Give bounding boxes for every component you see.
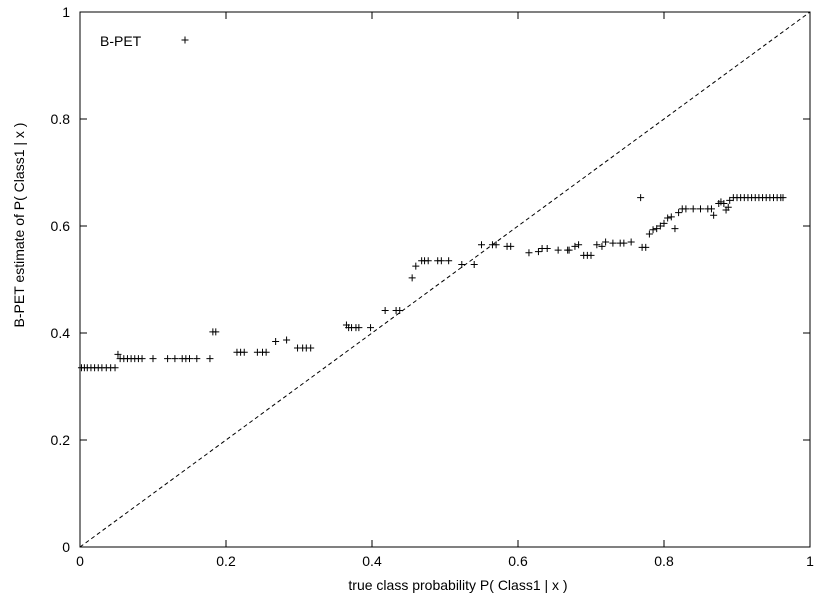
data-point (575, 241, 583, 249)
data-point (627, 238, 635, 246)
ticks: 0 0.2 0.4 0.6 0.8 1 0 0.2 0.4 0.6 0.8 1 (51, 4, 815, 569)
data-point (164, 355, 172, 363)
data-point (720, 200, 728, 208)
data-point (396, 307, 404, 315)
data-point (478, 241, 485, 249)
data-point (667, 213, 675, 221)
y-tick-label: 0.4 (51, 325, 71, 341)
data-point (689, 205, 697, 213)
data-point (717, 198, 725, 206)
data-point (609, 239, 617, 247)
data-point (458, 261, 466, 269)
data-point (262, 348, 270, 356)
data-point (412, 262, 420, 270)
data-point (656, 222, 664, 230)
x-tick-label: 0.8 (654, 553, 674, 569)
data-point (779, 194, 787, 202)
reference-line-group (79, 11, 811, 548)
axes (79, 11, 811, 548)
data-point (381, 307, 389, 315)
data-point (206, 355, 214, 363)
data-point (355, 324, 363, 332)
data-point (149, 355, 157, 363)
data-point (682, 205, 690, 213)
data-point (272, 338, 280, 346)
data-point (649, 226, 657, 234)
legend: B-PET (100, 33, 189, 49)
y-tick-label: 1 (62, 4, 70, 20)
data-point (307, 344, 315, 352)
x-tick-label: 0 (76, 553, 84, 569)
data-point (193, 355, 201, 363)
data-point (645, 230, 653, 238)
data-point (240, 348, 248, 356)
data-point (710, 211, 718, 219)
plot-frame (79, 11, 811, 548)
y-tick-label: 0 (62, 539, 70, 555)
data-point (660, 219, 668, 227)
legend-marker (181, 36, 189, 44)
data-point (111, 364, 119, 372)
y-tick-label: 0.8 (51, 111, 71, 127)
data-point (283, 336, 291, 344)
data-point (642, 243, 650, 251)
data-point (445, 257, 453, 265)
data-point (664, 214, 672, 222)
data-point (587, 251, 595, 259)
data-point (171, 355, 179, 363)
data-point (598, 242, 606, 250)
data-point (424, 257, 432, 265)
data-point (675, 209, 683, 217)
data-point (212, 328, 220, 336)
data-point (726, 196, 734, 204)
y-tick-label: 0.6 (51, 218, 71, 234)
data-points (77, 194, 787, 372)
data-point (470, 261, 478, 269)
data-point (534, 248, 542, 256)
data-point (602, 238, 610, 246)
data-point (367, 324, 375, 332)
data-point (138, 355, 146, 363)
data-point (707, 205, 715, 213)
x-tick-label: 1 (806, 553, 814, 569)
data-point (507, 242, 515, 250)
x-axis-label: true class probability P( Class1 | x ) (348, 577, 567, 593)
data-point (637, 194, 645, 202)
data-point (620, 239, 628, 247)
data-point (571, 242, 579, 250)
data-point (437, 257, 445, 265)
data-point (114, 350, 122, 358)
y-tick-label: 0.2 (51, 432, 71, 448)
data-point (492, 241, 500, 249)
data-point (653, 225, 661, 233)
x-tick-label: 0.2 (216, 553, 236, 569)
x-tick-label: 0.6 (508, 553, 528, 569)
data-point (671, 225, 679, 233)
data-point (554, 246, 562, 254)
reference-line (79, 11, 811, 548)
data-point (565, 246, 573, 254)
x-tick-label: 0.4 (362, 553, 382, 569)
data-point (697, 205, 704, 213)
data-point (724, 203, 732, 211)
data-point (543, 244, 551, 252)
y-axis-label: B-PET estimate of P( Class1 | x ) (11, 123, 27, 328)
data-point (593, 241, 601, 249)
data-point (408, 274, 416, 282)
data-point (186, 355, 193, 363)
data-point (525, 249, 533, 257)
legend-label: B-PET (100, 33, 142, 49)
